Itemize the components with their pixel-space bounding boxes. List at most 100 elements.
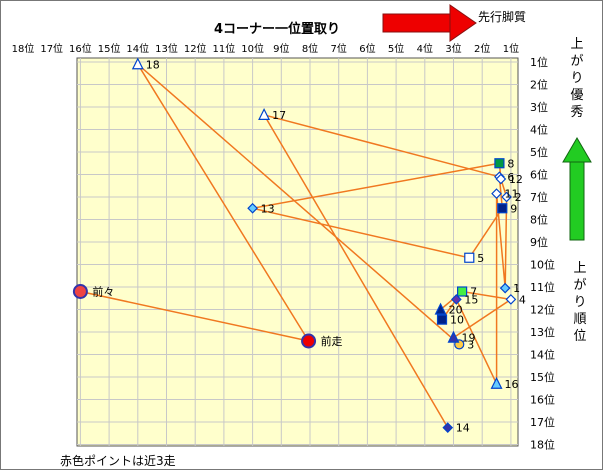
right-label-char: が [570, 54, 583, 69]
y-tick-label: 10位 [530, 258, 555, 272]
x-tick-label: 10位 [241, 42, 264, 55]
right-label-char: り [573, 295, 586, 310]
horse-marker [436, 314, 448, 325]
recent-run-label: 前走 [321, 334, 343, 348]
horse-label: 11 [505, 188, 519, 201]
horse-label: 14 [456, 422, 470, 435]
horse-label: 5 [477, 252, 484, 265]
plot-area [76, 57, 519, 447]
right-label-char: 上 [573, 261, 586, 276]
horse-point: 20 [434, 302, 463, 317]
horse-label: 16 [505, 378, 519, 391]
horse-marker [491, 188, 502, 199]
y-tick-label: 3位 [530, 100, 548, 114]
top-right-label: 先行脚質 [478, 9, 526, 24]
y-tick-label: 14位 [530, 348, 555, 362]
horse-label: 8 [507, 157, 514, 170]
horse-marker [434, 302, 447, 315]
horse-label: 2 [515, 191, 522, 204]
right-label-char: が [573, 278, 586, 293]
right-label-char: 順 [573, 312, 586, 327]
x-tick-label: 4位 [417, 42, 433, 55]
x-tick-label: 12位 [184, 42, 207, 55]
horse-marker [258, 108, 271, 120]
x-tick-label: 2位 [474, 42, 490, 55]
y-tick-label: 7位 [530, 190, 548, 204]
recent-run-point: 前走 [301, 333, 343, 349]
y-tick-label: 9位 [530, 235, 548, 249]
horse-marker [495, 173, 507, 185]
y-tick-label: 13位 [530, 325, 555, 339]
horse-point: 5 [464, 252, 484, 265]
recent-run-marker [301, 333, 317, 349]
horse-label: 13 [261, 202, 275, 215]
horse-point: 9 [497, 202, 517, 215]
right-label-char: り [570, 71, 583, 86]
x-tick-label: 7位 [331, 42, 347, 55]
horse-point: 13 [247, 202, 275, 215]
x-tick-label: 16位 [69, 42, 92, 55]
horse-label: 10 [450, 314, 464, 327]
y-tick-label: 1位 [530, 55, 548, 69]
horse-point: 15 [451, 293, 478, 306]
right-label-char: 上 [570, 37, 583, 52]
horse-marker [497, 203, 508, 214]
horse-marker [451, 294, 462, 305]
x-tick-label: 5位 [388, 42, 404, 55]
footnote: 赤色ポイントは近3走 [60, 454, 176, 468]
y-tick-label: 17位 [530, 415, 555, 429]
chart-title: 4コーナー一位置取り [214, 21, 340, 37]
y-tick-label: 18位 [530, 438, 555, 452]
y-tick-label: 5位 [530, 145, 548, 159]
horse-point: 12 [495, 173, 523, 186]
y-tick-label: 16位 [530, 393, 555, 407]
x-tick-label: 8位 [302, 42, 318, 55]
horse-marker [442, 422, 454, 433]
horse-marker [499, 282, 511, 294]
horse-point: 14 [442, 422, 470, 435]
horse-marker [501, 191, 512, 203]
horse-point: 10 [436, 314, 464, 327]
horse-point: 18 [131, 57, 160, 71]
horse-label: 7 [470, 286, 477, 299]
horse-label: 1 [513, 282, 520, 295]
horse-label: 3 [467, 338, 474, 351]
horse-marker [494, 158, 505, 169]
horse-label: 19 [462, 332, 476, 345]
y-tick-label: 2位 [530, 78, 548, 92]
horse-label: 20 [449, 304, 463, 317]
x-tick-label: 18位 [12, 42, 35, 55]
x-tick-label: 1位 [503, 42, 519, 55]
horse-label: 12 [509, 173, 523, 186]
right-label-char: 優 [570, 88, 583, 103]
recent-run-label: 前々 [92, 285, 114, 299]
x-tick-label: 15位 [98, 42, 121, 55]
up-arrow-icon [562, 137, 592, 241]
horse-point: 7 [457, 286, 477, 299]
recent-run-marker [72, 284, 88, 299]
horse-point: 2 [501, 191, 522, 204]
horse-label: 4 [519, 293, 526, 306]
y-tick-label: 11位 [530, 280, 555, 294]
horse-label: 6 [507, 171, 514, 184]
horse-marker [505, 294, 517, 305]
grid-lines [77, 58, 518, 446]
horse-marker [131, 57, 144, 70]
x-tick-label: 6位 [359, 42, 375, 55]
x-tick-label: 17位 [40, 42, 63, 55]
x-tick-label: 9位 [273, 42, 289, 55]
x-tick-label: 13位 [155, 42, 178, 55]
horse-marker [464, 252, 475, 263]
y-tick-label: 6位 [530, 168, 548, 182]
horse-point: 11 [491, 188, 519, 201]
horse-point: 8 [494, 157, 514, 170]
y-tick-label: 12位 [530, 303, 555, 317]
x-tick-label: 14位 [126, 42, 149, 55]
horse-label: 17 [272, 109, 286, 122]
horse-point: 16 [490, 376, 519, 391]
horse-marker [247, 202, 258, 214]
